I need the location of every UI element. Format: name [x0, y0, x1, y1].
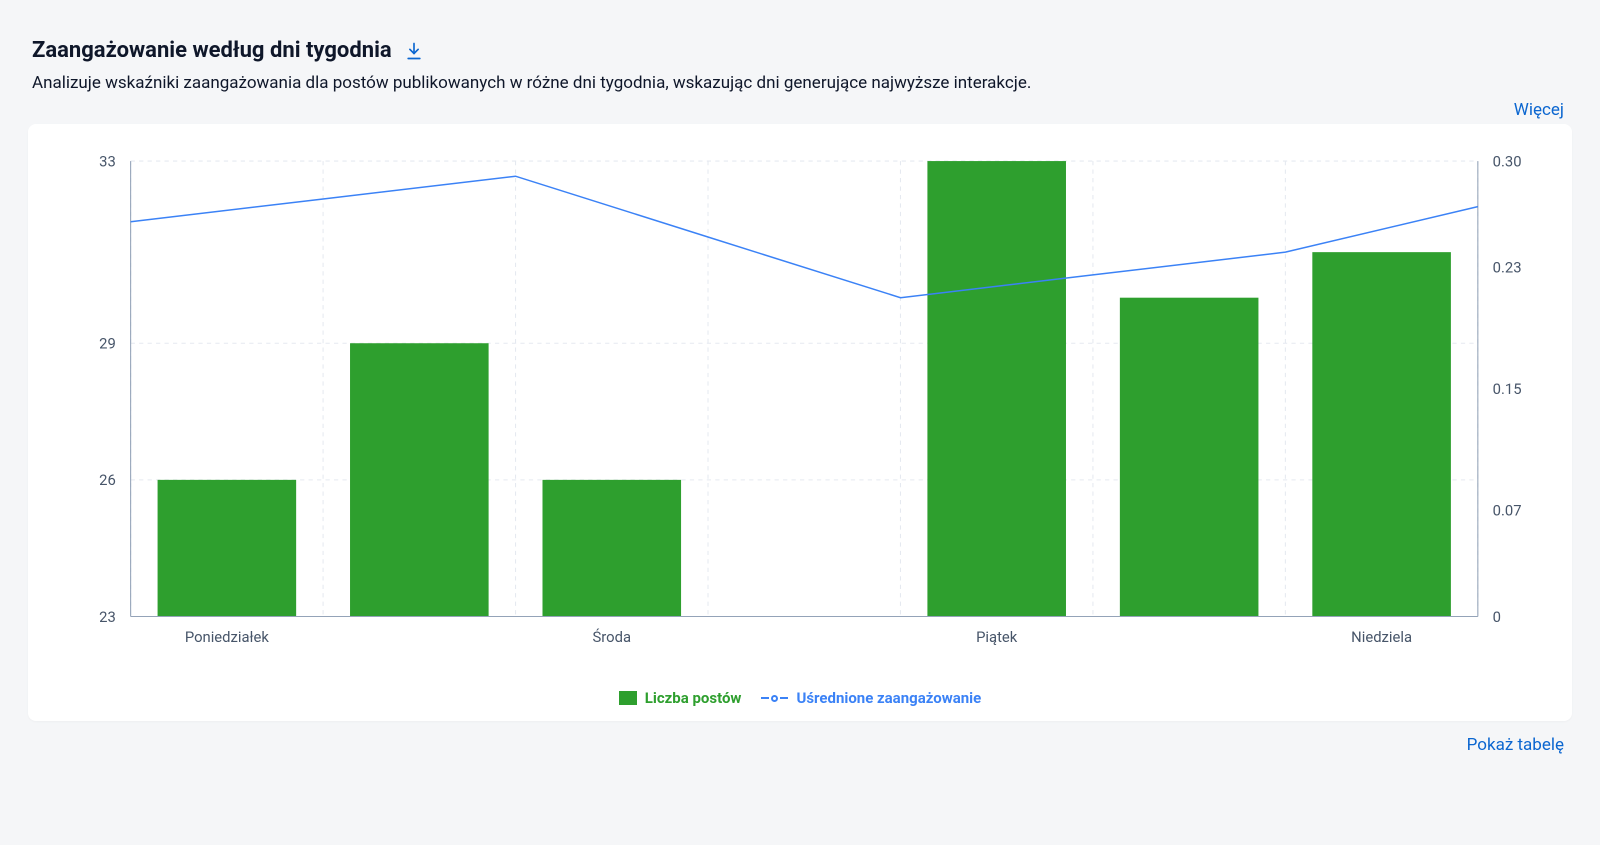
- more-link[interactable]: Więcej: [1514, 100, 1564, 120]
- chart-bar[interactable]: [350, 343, 489, 616]
- chart-bar[interactable]: [927, 161, 1066, 616]
- legend-swatch-bar: [619, 691, 637, 705]
- show-table-link[interactable]: Pokaż tabelę: [1467, 735, 1564, 755]
- chart-bar[interactable]: [1312, 252, 1451, 616]
- svg-text:0.23: 0.23: [1493, 258, 1522, 276]
- svg-text:Poniedziałek: Poniedziałek: [185, 628, 270, 646]
- legend-bar-label: Liczba postów: [645, 689, 742, 707]
- chart-bar[interactable]: [1120, 297, 1259, 616]
- legend-item-bars[interactable]: Liczba postów: [619, 689, 742, 707]
- svg-text:26: 26: [99, 471, 116, 489]
- chart-title: Zaangażowanie według dni tygodnia: [32, 38, 392, 63]
- svg-text:0.15: 0.15: [1493, 380, 1522, 398]
- download-icon[interactable]: [404, 41, 424, 61]
- svg-text:0.30: 0.30: [1493, 152, 1522, 170]
- chart-subtitle: Analizuje wskaźniki zaangażowania dla po…: [32, 71, 1568, 96]
- chart-bar[interactable]: [158, 480, 297, 617]
- legend-item-line[interactable]: Uśrednione zaangażowanie: [761, 689, 981, 707]
- legend-line-label: Uśrednione zaangażowanie: [796, 689, 981, 707]
- chart-legend: Liczba postów Uśrednione zaangażowanie: [48, 689, 1552, 707]
- svg-text:Piątek: Piątek: [976, 628, 1018, 646]
- svg-text:29: 29: [99, 334, 116, 352]
- svg-text:0: 0: [1493, 607, 1501, 625]
- engagement-chart: 23 26 29 33 0 0.07 0.15 0.23 0.30 Poniedziałek Śro…: [48, 142, 1552, 672]
- svg-text:Niedziela: Niedziela: [1351, 628, 1412, 646]
- svg-text:0.07: 0.07: [1493, 501, 1522, 519]
- svg-text:23: 23: [99, 607, 116, 625]
- chart-bar[interactable]: [542, 480, 681, 617]
- svg-text:33: 33: [99, 152, 116, 170]
- svg-text:Środa: Środa: [593, 628, 632, 646]
- legend-swatch-line: [761, 695, 788, 702]
- chart-card: 23 26 29 33 0 0.07 0.15 0.23 0.30 Poniedziałek Śro…: [28, 124, 1572, 722]
